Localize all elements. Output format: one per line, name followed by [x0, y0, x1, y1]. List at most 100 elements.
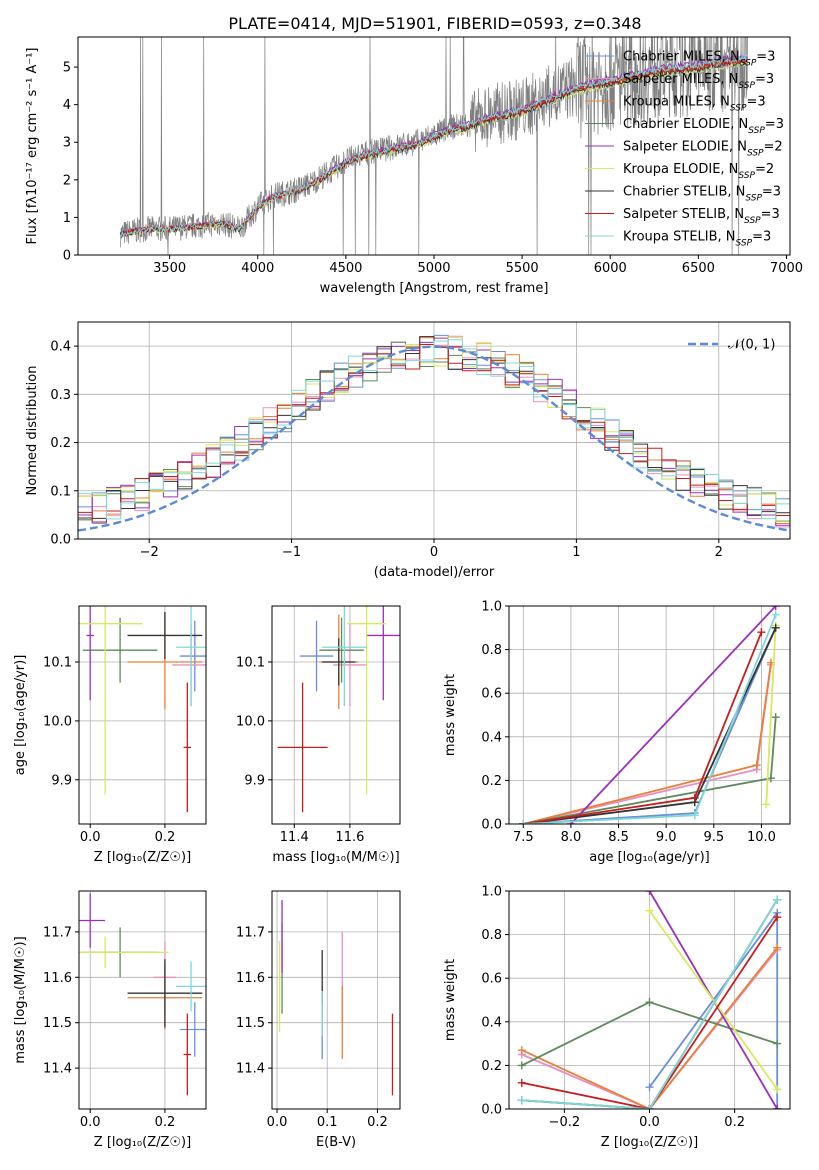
plot-frame: [271, 890, 401, 1110]
mass-weight-marker: [771, 610, 780, 619]
y-tick-label: 0.0: [481, 818, 502, 833]
mass-weight-line-5: [765, 625, 777, 805]
mass-weight-marker: [517, 1078, 526, 1087]
x-tick-label: 8.5: [608, 830, 629, 845]
age_vs_mass-axes: [272, 606, 400, 824]
y-tick-label: 0.2: [50, 436, 71, 451]
residuals-frame: −2 −1 0 1 2 0.0 0.1 0.2 0.3 0.4 (data-model)/error…: [25, 321, 791, 580]
y-tick-label: 11.6: [43, 971, 72, 986]
model-spectrum-0: [119, 62, 748, 238]
x-tick-label: 0.1: [317, 1115, 338, 1130]
y-tick-label: 1.0: [481, 885, 502, 900]
x-tick-label: 2: [715, 545, 723, 560]
legend-label: Salpeter STELIB, NSSP=3: [623, 207, 780, 226]
mass-weight-marker: [773, 1105, 782, 1109]
y-tick-label: 0.8: [481, 928, 502, 943]
x-tick-label: 9.5: [703, 830, 724, 845]
model-spectrum-8: [119, 54, 748, 238]
massweight_vs_Z-plot-area: [517, 891, 782, 1109]
y-tick-label: 11.7: [236, 925, 265, 940]
y-tick-label: 11.5: [43, 1016, 72, 1031]
legend-label: Chabrier MILES, NSSP=3: [623, 50, 775, 69]
x-tick-label: 0.0: [80, 1115, 101, 1130]
y-tick-label: 0.4: [481, 730, 502, 745]
x-tick-label: 11.6: [335, 830, 364, 845]
mass-weight-marker: [645, 906, 654, 915]
x-tick-label: 0.2: [367, 1115, 388, 1130]
residual-histogram-8: [78, 339, 790, 520]
x-axis-label: Z [log₁₀(Z/Z☉)]: [94, 850, 191, 865]
mass-weight-marker: [773, 913, 782, 922]
mass-weight-line-5: [648, 910, 778, 1090]
mass-weight-marker: [773, 1039, 782, 1048]
mass-weight-marker: [773, 943, 782, 952]
mass-weight-marker: [771, 713, 780, 722]
y-tick-label: 10.0: [43, 714, 72, 729]
mass-weight-marker: [690, 793, 699, 802]
x-tick-label: 0.0: [80, 830, 101, 845]
mass_vs_ebv-plot-area: [278, 900, 394, 1096]
y-tick-label: 0.3: [50, 388, 71, 403]
plot-frame: [271, 605, 401, 825]
y-tick-label: 0.4: [481, 1015, 502, 1030]
age_vs_Z-frame: 0.0 0.2 9.9 10.0 10.1 Z [log₁₀(Z/Z☉)] age [log…: [13, 605, 207, 865]
massweight_vs_age-plot-area: [519, 606, 780, 824]
mass-weight-marker: [517, 1096, 526, 1105]
mass-weight-marker: [645, 1105, 654, 1109]
mass-weight-marker: [773, 1085, 782, 1094]
x-axis-label: wavelength [Angstrom, rest frame]: [320, 281, 549, 296]
x-tick-label: 11.4: [280, 830, 309, 845]
legend-label: Kroupa STELIB, NSSP=3: [623, 230, 771, 249]
mass-weight-marker: [517, 1046, 526, 1055]
x-tick-label: 4000: [241, 261, 274, 276]
mass-weight-marker: [519, 820, 528, 824]
massweight_vs_age-frame: 7.5 8.0 8.5 9.0 9.5 10.0 0.0 0.2 0.4 0.6 0.8 1.0 age…: [443, 600, 791, 865]
y-tick-label: 9.9: [51, 773, 72, 788]
mass-weight-line-4: [570, 606, 777, 824]
legend-label: Chabrier STELIB, NSSP=3: [623, 185, 781, 204]
y-tick-label: 3: [63, 136, 71, 151]
x-axis-label: age [log₁₀(age/yr)]: [589, 850, 710, 865]
x-tick-label: −0.2: [549, 1115, 581, 1130]
x-tick-label: −2: [140, 545, 159, 560]
x-tick-label: 5500: [506, 261, 539, 276]
x-axis-label: E(B-V): [316, 1135, 356, 1150]
residual-plot-area: [78, 334, 790, 532]
legend-label: Salpeter ELODIE, NSSP=2: [623, 140, 783, 159]
mass-weight-marker: [773, 895, 782, 904]
x-tick-label: 7.5: [513, 830, 534, 845]
y-tick-label: 10.1: [43, 655, 72, 670]
spectrum-plot-area: [119, 37, 748, 255]
y-axis-label: mass weight: [443, 959, 458, 1041]
y-axis-label: Flux [fλ10⁻¹⁷ erg cm⁻² s⁻¹ A⁻¹]: [25, 48, 40, 245]
x-tick-label: 0: [430, 545, 438, 560]
x-axis-label: Z [log₁₀(Z/Z☉)]: [601, 1135, 698, 1150]
mass-weight-line-7: [523, 631, 763, 824]
y-tick-label: 11.4: [43, 1062, 72, 1077]
model-spectrum-7: [119, 58, 748, 237]
mass-weight-marker: [645, 891, 654, 895]
x-tick-label: 6000: [594, 261, 627, 276]
y-tick-label: 4: [63, 98, 71, 113]
mass-weight-line-8: [521, 899, 778, 1109]
y-tick-label: 0.0: [50, 533, 71, 548]
y-axis-label: mass weight: [443, 674, 458, 756]
y-tick-label: 1: [63, 211, 71, 226]
age_vs_mass-frame: 11.4 11.6 9.9 10.0 10.1 mass [log₁₀(M/M☉)]: [236, 605, 401, 865]
x-tick-label: 7000: [770, 261, 803, 276]
mass-weight-marker: [771, 623, 780, 632]
mass-weight-marker: [690, 811, 699, 820]
mass_vs_Z-plot-area: [79, 893, 206, 1096]
y-tick-label: 10.1: [236, 655, 265, 670]
y-tick-label: 0.8: [481, 643, 502, 658]
legend-label: Chabrier ELODIE, NSSP=3: [623, 117, 784, 136]
mass_vs_Z-frame: 0.0 0.2 11.4 11.5 11.6 11.7 Z [log₁₀(Z/Z☉)] mas…: [13, 890, 207, 1150]
x-tick-label: −1: [282, 545, 301, 560]
x-tick-label: 10.0: [747, 830, 776, 845]
x-tick-label: 0.2: [155, 830, 176, 845]
x-axis-label: mass [log₁₀(M/M☉)]: [272, 850, 399, 865]
legend-label: Kroupa ELODIE, NSSP=2: [623, 162, 774, 181]
x-tick-label: 1: [572, 545, 580, 560]
y-tick-label: 5: [63, 61, 71, 76]
